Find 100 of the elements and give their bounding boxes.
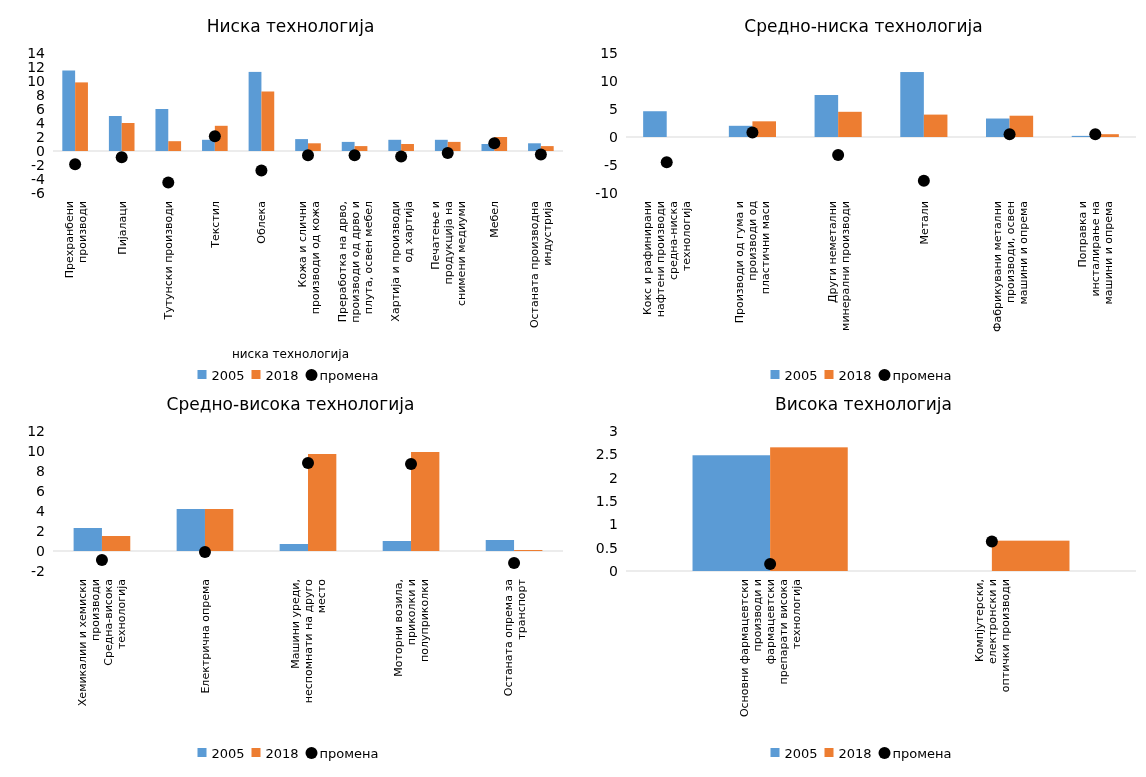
point [198,546,211,558]
y-tick-label: 10 [600,72,618,89]
chart-title: Висока технологија [775,394,952,414]
y-tick-label: 1 [609,516,618,533]
x-tick-label: Компјутерски, електронски и оптички производи [972,579,1012,693]
bar [814,95,839,137]
point [115,151,128,164]
y-tick-label: 0 [36,542,45,559]
bar [341,141,355,151]
bar [388,139,402,151]
bar [168,141,182,151]
bar [308,143,321,151]
legend-label: 2005 [211,368,245,383]
point [746,126,759,139]
legend-label: промена [892,746,952,761]
bar [308,454,337,551]
bar [692,455,771,571]
y-tick-label: 10 [27,442,45,459]
legend-label: 2005 [784,368,818,383]
y-tick-label: 4 [36,114,46,131]
bar [121,123,135,151]
x-tick-label: Кокс и рафинирани нафтени производи средна-ниска технологија [641,201,694,318]
legend-label: промена [319,746,379,761]
bar [248,71,262,151]
point [69,158,82,171]
y-tick-label: 2.5 [595,446,618,463]
bar [411,452,440,551]
y-tick-label: 14 [27,44,46,61]
y-tick-label: 6 [36,100,46,117]
y-tick-label: 2 [609,469,618,486]
point [162,176,175,189]
x-tick-label: Останата производна индустрија [528,201,555,329]
bar [401,144,414,151]
x-tick-label: Останата опрема за транспорт [501,578,528,697]
x-tick-label: Хемикалии и хемиски производи Средна-висока технологија [76,579,129,707]
point [441,147,454,160]
y-tick-label: 3 [609,422,618,439]
x-tick-label: Прехранбени производи [62,201,89,279]
y-tick-label: 0 [36,142,45,159]
point [1003,128,1016,141]
x-tick-label: Облека [255,201,269,244]
x-tick-label: Тутунски производи [162,201,176,321]
point [917,174,930,187]
point [1089,128,1102,141]
y-tick-label: 10 [27,72,45,89]
bar [770,447,848,571]
legend-label: 2018 [265,368,299,383]
point [534,148,547,161]
legend-label: 2018 [265,746,299,761]
point [488,137,501,150]
y-tick-label: -6 [31,184,46,201]
point [660,156,673,169]
legend-label: 2018 [838,368,872,383]
y-tick-label: 4 [36,502,46,519]
point [255,164,268,177]
chart-title: Средно-ниска технологија [744,16,983,36]
y-tick-label: -4 [31,170,46,187]
bar [279,544,308,551]
bar [73,528,102,551]
y-tick-label: 12 [27,422,45,439]
bar [900,72,924,137]
point [95,554,108,566]
legend-label: 2018 [838,746,872,761]
y-tick-label: 2 [36,522,45,539]
bar [155,109,169,151]
y-tick-label: 0 [609,128,618,145]
bar [176,509,205,551]
y-tick-label: -5 [604,156,618,173]
chart-title: Ниска технологија [206,16,375,36]
y-tick-label: -2 [31,562,45,579]
y-tick-label: 8 [36,462,45,479]
y-tick-label: 15 [600,44,618,61]
y-tick-label: 12 [27,58,45,75]
y-tick-label: 5 [609,100,618,117]
x-tick-label: Мебел [488,201,502,238]
bar [528,143,541,151]
bar [643,111,667,137]
bar [838,111,862,137]
legend-label: 2005 [211,746,245,761]
point [302,149,314,162]
bar [261,91,275,151]
bar [295,139,308,151]
x-tick-label: Метали [917,201,931,245]
chart-title: Средно-висока технологија [166,394,415,414]
bar [75,82,88,151]
y-tick-label: -10 [595,184,618,201]
bar [485,540,515,551]
x-tick-label: Електрична опрема [198,579,212,694]
point [348,149,361,162]
point [395,150,408,163]
y-tick-label: 8 [36,86,45,103]
bar [202,139,215,151]
y-tick-label: 1.5 [595,492,618,509]
bar [991,540,1070,571]
x-tick-label: Текстил [208,201,222,249]
point [508,557,521,569]
y-tick-label: 6 [36,482,46,499]
y-tick-label: 0 [609,562,618,579]
x-tick-label: Пијалаци [115,201,129,255]
x-axis-title: ниска технологија [231,347,350,361]
